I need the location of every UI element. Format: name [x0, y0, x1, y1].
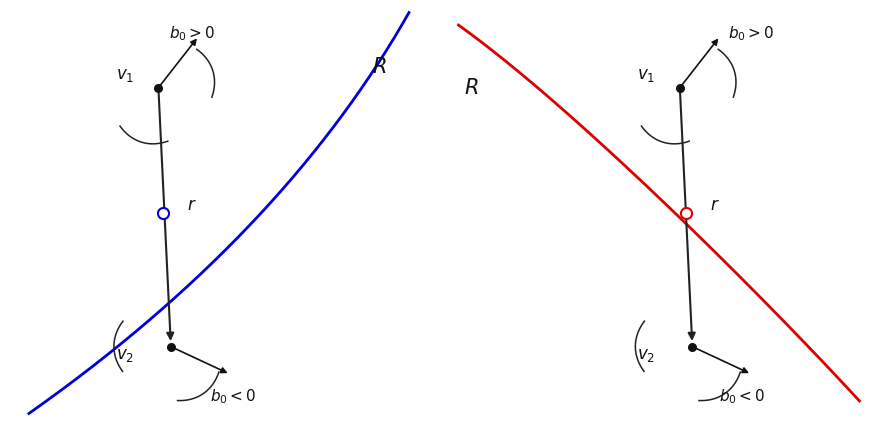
Text: $b_0 > 0$: $b_0 > 0$ — [728, 24, 774, 43]
Text: $b_0 < 0$: $b_0 < 0$ — [210, 387, 257, 406]
Text: $v_2$: $v_2$ — [637, 346, 656, 364]
Text: $r$: $r$ — [187, 196, 196, 214]
Text: $b_0 > 0$: $b_0 > 0$ — [169, 24, 215, 43]
Text: $b_0 < 0$: $b_0 < 0$ — [719, 387, 766, 406]
Text: $R$: $R$ — [372, 57, 387, 77]
Text: $v_1$: $v_1$ — [116, 66, 134, 84]
Text: $r$: $r$ — [710, 196, 720, 214]
Text: $v_1$: $v_1$ — [637, 66, 656, 84]
Text: $R$: $R$ — [464, 78, 478, 98]
Text: $v_2$: $v_2$ — [116, 346, 134, 364]
